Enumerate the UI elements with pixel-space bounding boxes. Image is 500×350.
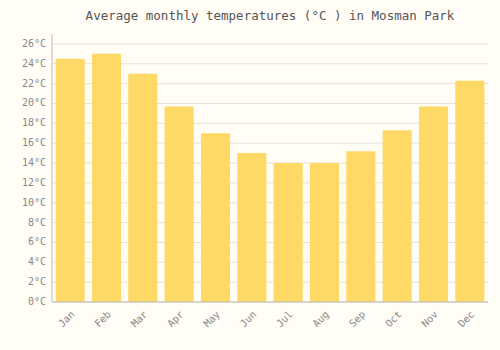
x-tick-label: Feb [92,309,113,330]
bar [310,163,339,302]
x-tick-label: May [201,309,222,330]
chart-container: 0°C 2°C 4°C 6°C 8°C 10°C 12°C 14°C 16°C 18°C 20°C 2… [0,0,500,350]
y-tick-label: 24°C [22,58,46,69]
x-tick-label: Mar [129,309,150,330]
x-axis-line [52,302,488,303]
bar [128,74,157,302]
background [0,0,500,350]
y-tick-label: 6°C [28,236,46,247]
x-tick-label: Jun [238,309,259,330]
bar [346,151,375,302]
chart: 0°C 2°C 4°C 6°C 8°C 10°C 12°C 14°C 16°C 18°C 20°C 2… [0,0,500,350]
x-tick-label: Jan [56,309,77,330]
grid [52,44,488,302]
x-tick-label: Nov [419,309,440,330]
grid-line [52,302,488,303]
y-tick-label: 10°C [22,197,46,208]
y-tick-label: 8°C [28,217,46,228]
y-tick-label: 20°C [22,97,46,108]
y-tick-label: 22°C [22,78,46,89]
bar [56,59,85,302]
bar [237,153,266,302]
bar [165,106,194,302]
y-tick-label: 14°C [22,157,46,168]
y-axis-line [52,34,53,302]
title: Average monthly temperatures (°C ) in Mo… [86,8,455,23]
bar [455,81,484,302]
bar [92,54,121,302]
x-axis-labels: Jan Feb Mar Apr May Jun Jul Aug Sep Oct Nov Dec [56,309,476,330]
y-tick-label: 12°C [22,177,46,188]
y-tick-label: 26°C [22,38,46,49]
y-tick-label: 16°C [22,137,46,148]
x-tick-label: Sep [347,309,368,330]
y-tick-label: 2°C [28,276,46,287]
x-tick-label: Oct [383,309,404,330]
x-tick-label: Dec [456,309,477,330]
grid-line [52,43,488,44]
x-tick-label: Aug [310,309,331,330]
bar [201,133,230,302]
y-tick-label: 18°C [22,117,46,128]
bar [274,163,303,302]
y-axis-labels: 0°C 2°C 4°C 6°C 8°C 10°C 12°C 14°C 16°C 18°C 20°C 2… [22,38,46,307]
y-tick-label: 0°C [28,296,46,307]
bar [383,130,412,302]
y-tick-label: 4°C [28,256,46,267]
bar [419,106,448,302]
x-tick-label: Apr [165,309,186,330]
bars [56,54,485,302]
x-tick-label: Jul [274,309,295,330]
